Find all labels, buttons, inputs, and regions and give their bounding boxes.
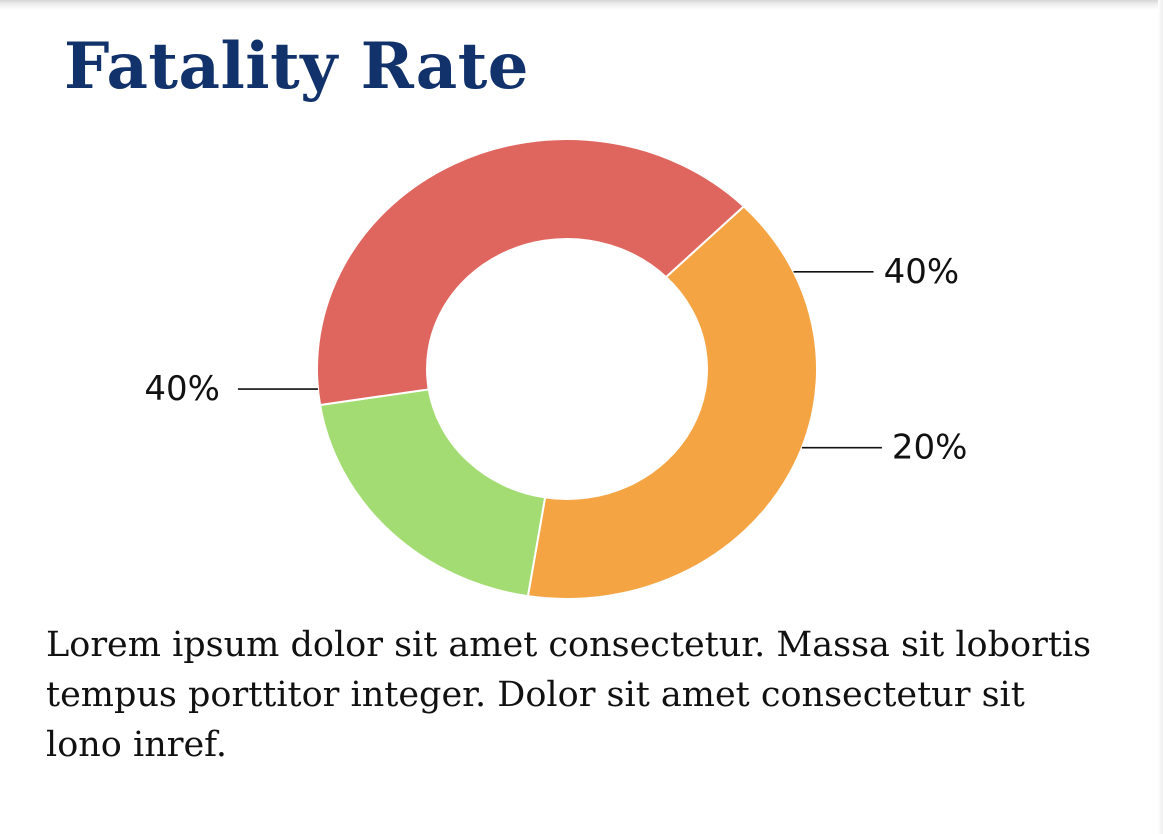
slice-label-1: 40% (884, 252, 960, 292)
donut-slice-2 (318, 388, 547, 598)
top-shadow (0, 0, 1163, 10)
donut-slice-3 (316, 137, 746, 407)
body-text: Lorem ipsum dolor sit amet consectetur. … (46, 625, 1092, 765)
slice-label-3: 40% (144, 369, 220, 409)
right-edge (1158, 0, 1163, 834)
slice-label-2: 20% (892, 428, 968, 468)
donut-slice-1 (526, 205, 819, 600)
page-title: Fatality Rate (64, 29, 529, 104)
